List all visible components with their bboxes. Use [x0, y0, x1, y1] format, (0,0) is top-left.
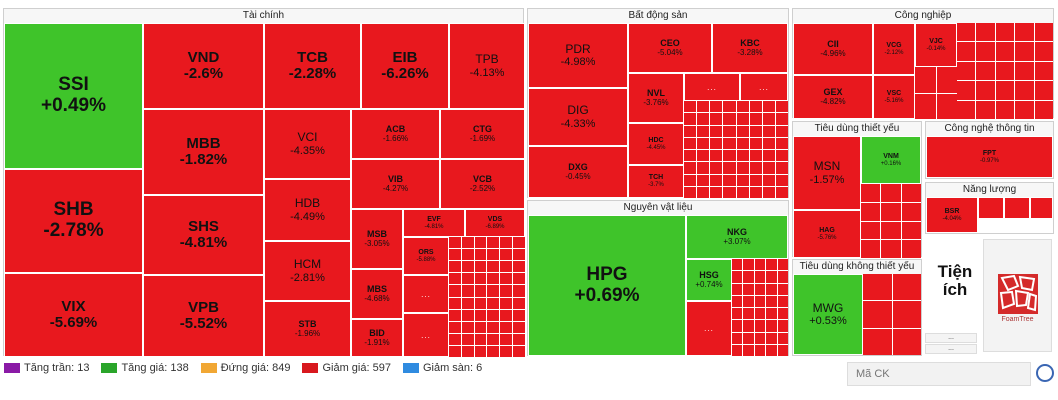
legend-item-ceiling: Tăng trần: 13 [4, 362, 89, 374]
tile-HSG[interactable]: HSG +0.74% [686, 259, 732, 301]
tile-STB[interactable]: STB -1.96% [264, 301, 351, 357]
sector-it: Công nghệ thông tin FPT -0.97% [925, 121, 1054, 179]
tile-small[interactable]: ... [684, 73, 740, 101]
tile-MSN[interactable]: MSN -1.57% [793, 136, 861, 210]
foamtree-logo: FoamTree [983, 239, 1052, 352]
tile-HPG[interactable]: HPG +0.69% [528, 215, 686, 356]
sector-title: Tài chính [4, 9, 523, 23]
tile-SSI[interactable]: SSI +0.49% [4, 23, 143, 169]
tile-HCM[interactable]: HCM -2.81% [264, 241, 351, 301]
tile-TPB[interactable]: TPB -4.13% [449, 23, 525, 109]
sector-industrial: Công nghiệp CII -4.96% VCG -2.12% VJC -0.14… [792, 8, 1054, 119]
tile-small[interactable] [978, 197, 1004, 219]
tile-HDB[interactable]: HDB -4.49% [264, 179, 351, 241]
tile-SHS[interactable]: SHS -4.81% [143, 195, 264, 275]
stock-code-search-input[interactable] [847, 362, 1031, 386]
tile-TCB[interactable]: TCB -2.28% [264, 23, 361, 109]
legend-swatch [302, 363, 319, 373]
sector-financial: Tài chính SSI +0.49% SHB -2.78% VIX -5.69% … [3, 8, 525, 357]
tile-HAG[interactable]: HAG -5.76% [793, 210, 861, 258]
tile-EVF[interactable]: EVF -4.81% [403, 209, 465, 237]
tile-CII[interactable]: CII -4.96% [793, 23, 873, 75]
tile-VSC[interactable]: VSC -5.16% [873, 75, 915, 119]
tile-small[interactable] [1030, 197, 1053, 219]
sector-title: Năng lượng [926, 183, 1053, 197]
refresh-icon[interactable] [1036, 364, 1054, 382]
tile-VPB[interactable]: VPB -5.52% [143, 275, 264, 357]
tile-small[interactable]: ... [403, 275, 449, 313]
sector-real-estate: Bất động sản PDR -4.98% DIG -4.33% DXG -0.4… [527, 8, 789, 198]
legend: Tăng trần: 13 Tăng giá: 138 Đứng giá: 84… [4, 362, 494, 374]
tile-DXG[interactable]: DXG -0.45% [528, 146, 628, 198]
tile-MWG[interactable]: MWG +0.53% [793, 274, 863, 355]
sector-title: Công nghiệp [793, 9, 1053, 23]
sector-staples: Tiêu dùng thiết yếu MSN -1.57% VNM +0.16% … [792, 121, 922, 258]
tile-MBB[interactable]: MBB -1.82% [143, 109, 264, 195]
small-tile[interactable]: ... [925, 344, 977, 354]
tile-CEO[interactable]: CEO -5.04% [628, 23, 712, 73]
tile-VJC[interactable]: VJC -0.14% [915, 23, 957, 67]
legend-item-up: Tăng giá: 138 [101, 362, 189, 374]
tile-BID[interactable]: BID -1.91% [351, 319, 403, 357]
tile-VIX[interactable]: VIX -5.69% [4, 273, 143, 357]
tile-DIG[interactable]: DIG -4.33% [528, 88, 628, 146]
tile-MSB[interactable]: MSB -3.05% [351, 209, 403, 269]
tile-BSR[interactable]: BSR -4.04% [926, 197, 978, 233]
legend-item-down: Giảm giá: 597 [302, 362, 391, 374]
tile-VCB[interactable]: VCB -2.52% [440, 159, 525, 209]
tile-small[interactable]: ... [403, 313, 449, 357]
sector-utilities: Tiện ích ... ... FoamTree [925, 237, 1054, 356]
sector-energy: Năng lượng BSR -4.04% [925, 182, 1054, 234]
legend-swatch [4, 363, 20, 373]
legend-swatch [402, 363, 419, 373]
small-tiles-grid [863, 274, 921, 355]
tile-VIB[interactable]: VIB -4.27% [351, 159, 440, 209]
legend-item-unchanged: Đứng giá: 849 [200, 362, 290, 374]
small-tiles-grid [449, 237, 525, 357]
sector-title: Nguyên vật liệu [528, 201, 788, 215]
small-tile[interactable]: ... [925, 333, 977, 343]
legend-swatch [101, 363, 118, 373]
tile-ACB[interactable]: ACB -1.66% [351, 109, 440, 159]
tile-FPT[interactable]: FPT -0.97% [926, 136, 1053, 178]
foamtree-logo-text: FoamTree [1001, 316, 1034, 323]
sector-discretionary: Tiêu dùng không thiết yếu MWG +0.53% [792, 259, 922, 356]
tile-NVL[interactable]: NVL -3.76% [628, 73, 684, 123]
tile-SHB[interactable]: SHB -2.78% [4, 169, 143, 273]
tile-HDC[interactable]: HDC -4.45% [628, 123, 684, 165]
sector-materials: Nguyên vật liệu HPG +0.69% NKG +3.07% HSG +… [527, 200, 789, 356]
tile-small[interactable] [1004, 197, 1030, 219]
tile-EIB[interactable]: EIB -6.26% [361, 23, 449, 109]
sector-title: Công nghệ thông tin [926, 122, 1053, 136]
tile-VCI[interactable]: VCI -4.35% [264, 109, 351, 179]
tile-VDS[interactable]: VDS -6.89% [465, 209, 525, 237]
tile-PDR[interactable]: PDR -4.98% [528, 23, 628, 88]
small-tiles-grid [732, 259, 788, 356]
sector-title: Tiêu dùng thiết yếu [793, 122, 921, 136]
sector-title-utilities: Tiện ích [937, 262, 973, 299]
tile-GEX[interactable]: GEX -4.82% [793, 75, 873, 119]
tile-TCH[interactable]: TCH -3.7% [628, 165, 684, 198]
tile-small[interactable]: ... [686, 301, 732, 356]
legend-item-floor: Giảm sàn: 6 [402, 362, 482, 374]
tile-KBC[interactable]: KBC -3.28% [712, 23, 788, 73]
small-tiles-grid [915, 67, 957, 119]
tile-MBS[interactable]: MBS -4.68% [351, 269, 403, 319]
foamtree-icon [998, 274, 1038, 314]
tile-small[interactable]: ... [740, 73, 788, 101]
tile-VNM[interactable]: VNM +0.16% [861, 136, 921, 184]
sector-title: Bất động sản [528, 9, 788, 23]
tile-ORS[interactable]: ORS -5.88% [403, 237, 449, 275]
tile-VCG[interactable]: VCG -2.12% [873, 23, 915, 75]
small-tiles-grid [861, 184, 921, 258]
small-tiles-grid [957, 23, 1053, 119]
tile-NKG[interactable]: NKG +3.07% [686, 215, 788, 259]
small-tiles-grid [684, 101, 788, 198]
tile-VND[interactable]: VND -2.6% [143, 23, 264, 109]
sector-title: Tiêu dùng không thiết yếu [793, 260, 921, 274]
tile-CTG[interactable]: CTG -1.69% [440, 109, 525, 159]
legend-swatch [200, 363, 217, 373]
